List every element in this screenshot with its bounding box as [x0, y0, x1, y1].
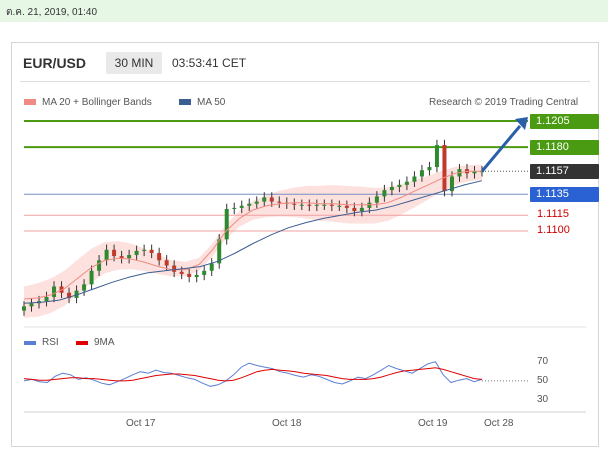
ma20-legend-swatch — [24, 99, 36, 105]
level-tag-1-1205: 1.1205 — [530, 113, 599, 129]
candle-body — [344, 205, 349, 208]
header-divider — [20, 81, 590, 82]
candle-body — [194, 274, 199, 278]
candle-body — [224, 208, 229, 240]
candle-body — [397, 184, 402, 187]
candle-body — [480, 171, 484, 173]
candle-body — [104, 249, 109, 261]
candle-body — [22, 306, 26, 311]
x-tick-oct18: Oct 18 — [272, 418, 302, 429]
candle-body — [119, 256, 124, 259]
candle-body — [232, 207, 237, 209]
candle-body — [307, 204, 312, 206]
rsi-ma-legend-label: 9MA — [94, 337, 115, 348]
candle-body — [67, 292, 72, 298]
candle-body — [374, 196, 379, 203]
candle-body — [247, 203, 252, 206]
rsi-line — [23, 361, 483, 387]
ma50-legend-swatch — [179, 99, 191, 105]
candle-body — [449, 176, 454, 192]
candle-body — [89, 270, 94, 285]
candle-body — [404, 181, 409, 185]
candle-body — [29, 303, 34, 307]
instrument-title: EUR/USD — [23, 55, 87, 71]
candle-body — [262, 197, 267, 202]
level-tag-1-1157: 1.1157 — [530, 164, 599, 180]
rsi-legend-label: RSI — [42, 337, 59, 348]
ma20-line — [23, 170, 482, 300]
candle-body — [44, 296, 49, 302]
candle-body — [97, 260, 102, 271]
candle-body — [179, 271, 184, 274]
rsi-legend-swatch — [24, 341, 36, 345]
candle-body — [74, 290, 79, 298]
candle-body — [292, 203, 297, 205]
support-label-1-1115: 1.1115 — [537, 208, 570, 221]
x-tick-oct17: Oct 17 — [126, 418, 156, 429]
candle-body — [419, 170, 424, 177]
candle-body — [239, 205, 244, 208]
support-label-1-1100: 1.1100 — [537, 223, 570, 236]
candle-body — [164, 260, 169, 266]
rsi-ma-line — [23, 367, 483, 382]
candle-body — [134, 250, 139, 256]
candle-body — [112, 249, 117, 257]
forecast-arrow-shaft — [480, 124, 522, 173]
candle-body — [389, 186, 394, 191]
date-stamp: ต.ค. 21, 2019, 01:40 — [6, 7, 98, 18]
candle-body — [337, 205, 342, 207]
rsi-tick-30: 30 — [537, 394, 549, 405]
candle-body — [82, 284, 87, 291]
candle-body — [299, 204, 304, 206]
candle-body — [412, 176, 417, 182]
candle-body — [472, 171, 477, 174]
candle-body — [359, 207, 364, 212]
ma50-line — [23, 180, 483, 304]
candle-body — [322, 204, 327, 206]
timeframe-button[interactable]: 30 MIN — [106, 52, 162, 74]
candle-body — [277, 201, 282, 203]
chart-header: EUR/USD 30 MIN 03:53:41 CET — [12, 43, 598, 81]
candle-body — [434, 145, 439, 168]
candle-body — [442, 145, 447, 192]
timeframe-label: 30 MIN — [114, 56, 154, 70]
rsi-tick-50: 50 — [537, 375, 549, 386]
candle-body — [187, 273, 192, 278]
candle-body — [127, 255, 132, 259]
x-tick-oct28: Oct 28 — [484, 418, 514, 429]
ma20-legend-label: MA 20 + Bollinger Bands — [42, 97, 152, 108]
candle-body — [172, 265, 177, 272]
level-tag-1-1135: 1.1135 — [530, 187, 599, 203]
level-tag-1-1180: 1.1180 — [530, 140, 599, 156]
forecast-arrow-head — [515, 116, 528, 130]
candle-body — [269, 197, 274, 202]
candle-body — [352, 207, 357, 212]
x-tick-oct19: Oct 19 — [418, 418, 448, 429]
candle-body — [202, 270, 207, 275]
ma50-legend-label: MA 50 — [197, 97, 226, 108]
candle-body — [427, 167, 432, 171]
candle-body — [314, 204, 319, 206]
candle-body — [142, 249, 147, 251]
candle-body — [254, 201, 259, 204]
candle-body — [52, 286, 57, 297]
candle-body — [149, 249, 154, 253]
rsi-ma-legend-swatch — [76, 341, 88, 345]
candle-body — [217, 239, 222, 264]
research-credit: Research © 2019 Trading Central — [429, 97, 579, 108]
candle-body — [329, 204, 334, 206]
candle-body — [157, 252, 162, 261]
candle-body — [209, 263, 214, 271]
candle-body — [382, 190, 387, 197]
bollinger-band — [24, 164, 482, 318]
server-clock: 03:53:41 CET — [172, 56, 247, 70]
rsi-tick-70: 70 — [537, 356, 549, 367]
date-bar: ต.ค. 21, 2019, 01:40 — [0, 0, 608, 22]
